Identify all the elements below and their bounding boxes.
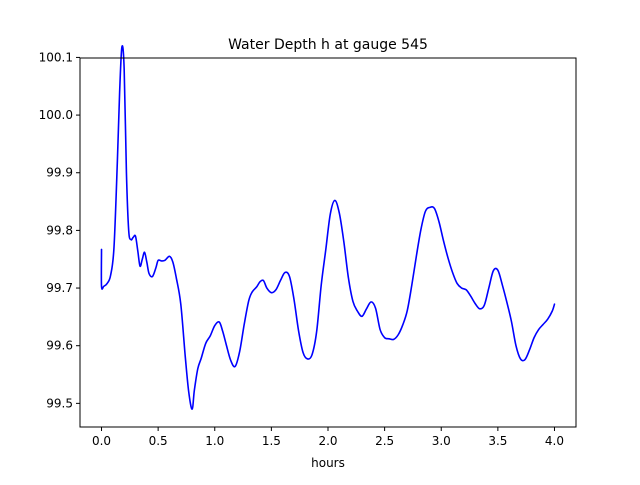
- y-tick-label: 100.0: [39, 108, 73, 122]
- y-tick-label: 100.1: [39, 50, 73, 64]
- x-axis-ticks: 0.0 0.5 1.0 1.5 2.0 2.5 3.0 3.5 4.0: [92, 427, 564, 448]
- series-line-0: [100, 45, 556, 410]
- chart-title: Water Depth h at gauge 545: [228, 37, 428, 53]
- x-tick-label: 4.0: [545, 434, 564, 448]
- plot-area: [100, 45, 556, 410]
- x-tick-label: 1.0: [205, 434, 224, 448]
- x-tick-label: 3.5: [488, 434, 507, 448]
- y-tick-label: 99.5: [46, 396, 73, 410]
- x-tick-label: 2.0: [318, 434, 337, 448]
- x-tick-label: 0.0: [92, 434, 111, 448]
- x-tick-label: 3.0: [432, 434, 451, 448]
- x-tick-label: 1.5: [262, 434, 281, 448]
- y-axis-ticks: 99.5 99.6 99.7 99.8 99.9 100.0 100.1: [39, 50, 80, 410]
- y-tick-label: 99.8: [46, 223, 73, 237]
- y-tick-label: 99.7: [46, 281, 73, 295]
- axes-frame: [79, 57, 577, 428]
- y-tick-label: 99.9: [46, 166, 73, 180]
- y-tick-label: 99.6: [46, 339, 73, 353]
- x-tick-label: 0.5: [149, 434, 168, 448]
- x-tick-label: 2.5: [375, 434, 394, 448]
- x-axis-label: hours: [311, 456, 345, 470]
